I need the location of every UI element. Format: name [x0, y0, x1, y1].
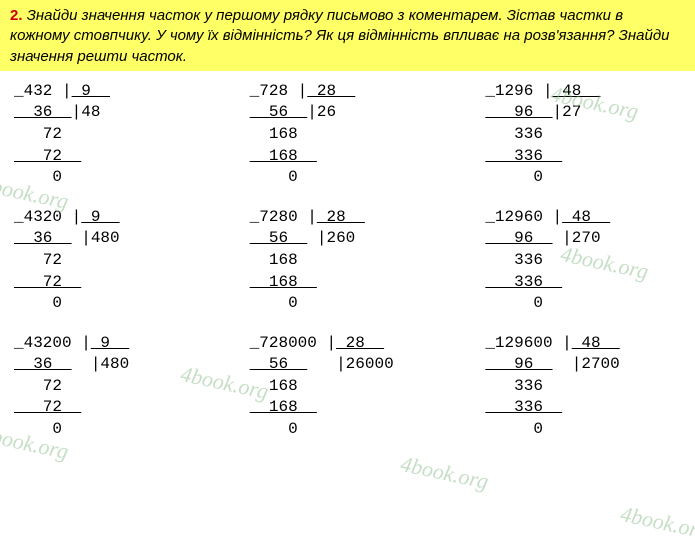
long-division: _129600 | 48 96 |2700 336 336 0	[485, 333, 681, 441]
watermark: 4book.org	[398, 451, 490, 495]
divisions-grid: _432 | 9 36 |48 72 72 0 _728 | 28 56 |26…	[0, 71, 695, 451]
long-division: _728000 | 28 56 |26000 168 168 0	[250, 333, 446, 441]
watermark: 4book.org	[618, 501, 695, 545]
long-division: _43200 | 9 36 |480 72 72 0	[14, 333, 210, 441]
long-division: _4320 | 9 36 |480 72 72 0	[14, 207, 210, 315]
problem-number: 2.	[10, 7, 23, 24]
long-division: _432 | 9 36 |48 72 72 0	[14, 81, 210, 189]
long-division: _7280 | 28 56 |260 168 168 0	[250, 207, 446, 315]
long-division: _12960 | 48 96 |270 336 336 0	[485, 207, 681, 315]
long-division: _728 | 28 56 |26 168 168 0	[250, 81, 446, 189]
problem-header: 2. Знайди значення часток у першому рядк…	[0, 0, 695, 71]
problem-text: Знайди значення часток у першому рядку п…	[10, 7, 669, 65]
long-division: _1296 | 48 96 |27 336 336 0	[485, 81, 681, 189]
